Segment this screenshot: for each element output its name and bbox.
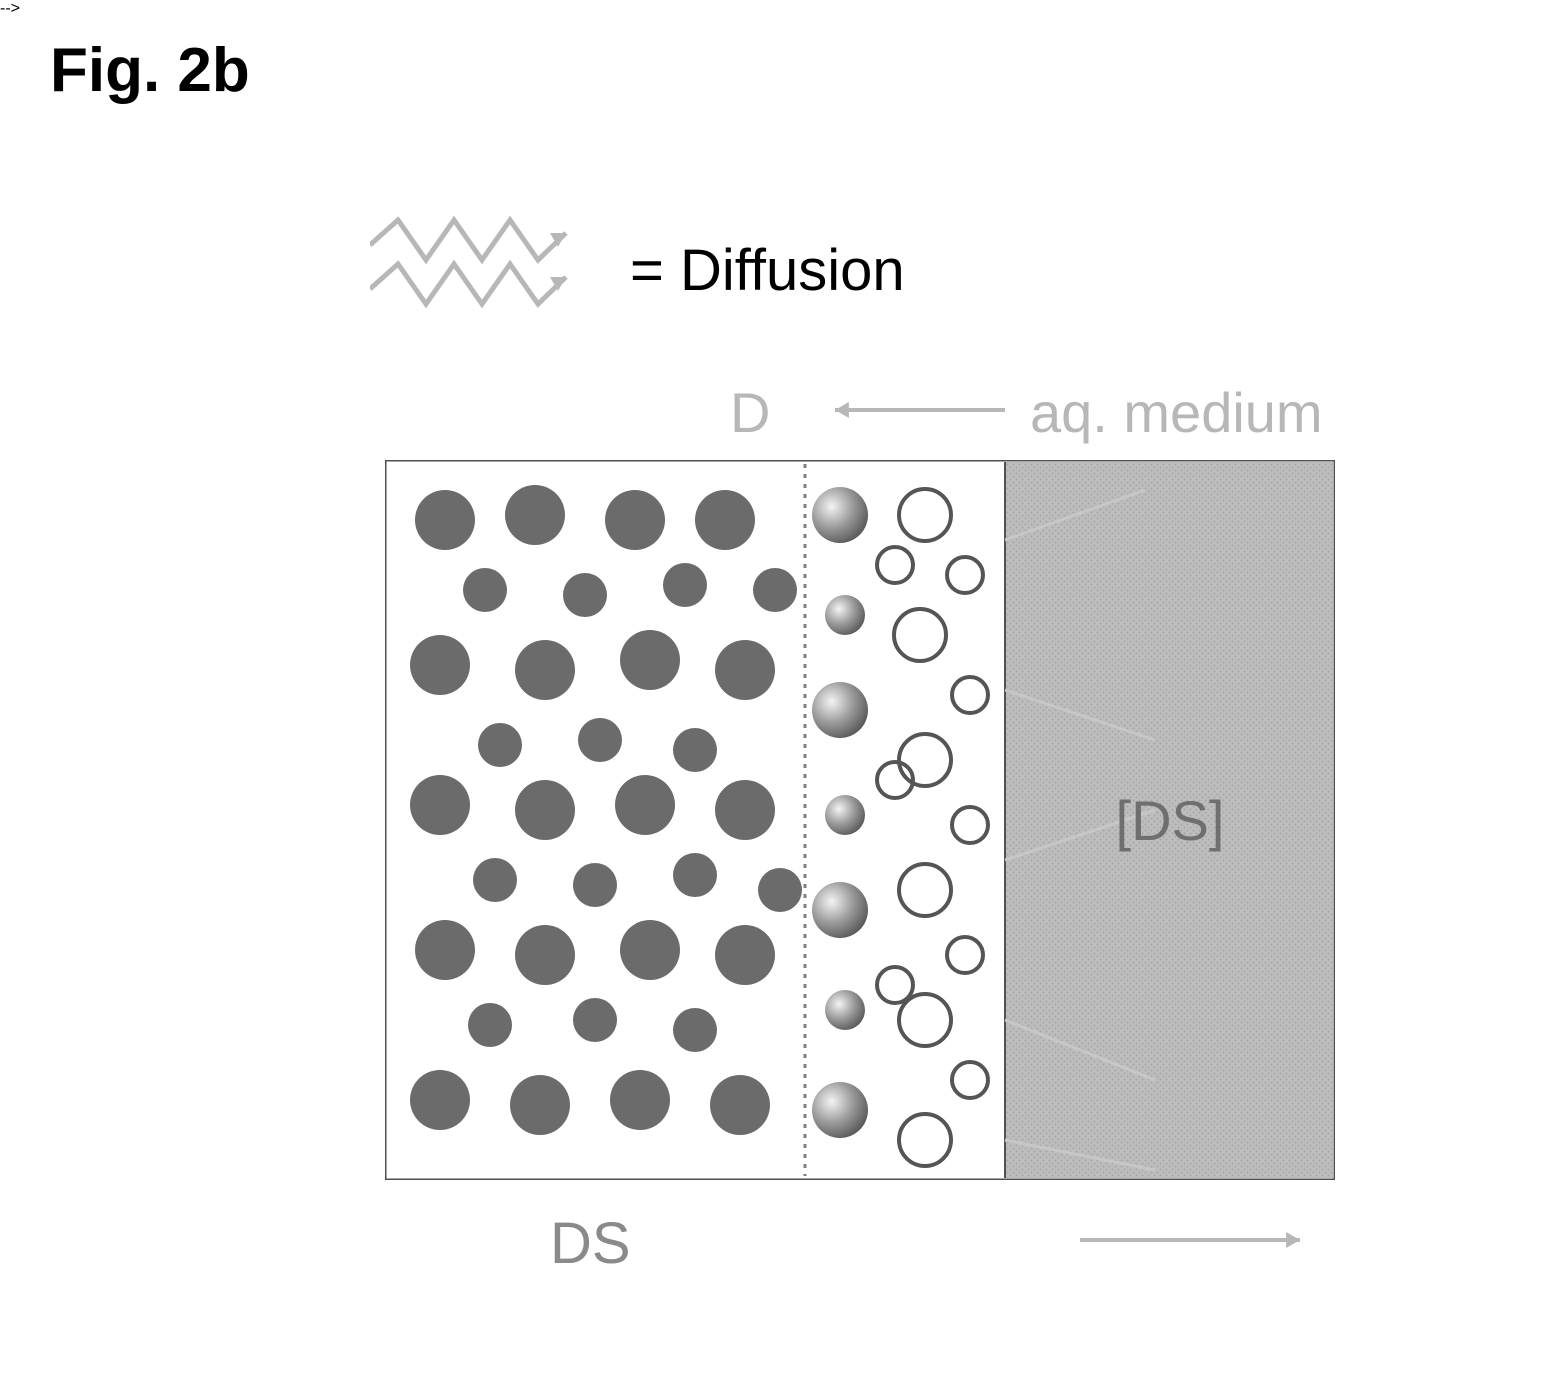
arrow-left-icon [815,390,1015,430]
page: Fig. 2b = Diffusion D aq. medium [DS] --… [0,0,1562,1389]
ds-label: DS [550,1210,631,1277]
legend-text: = Diffusion [630,237,905,304]
diagram-svg: [DS] [385,460,1335,1180]
aq-medium-label: aq. medium [1030,380,1323,445]
arrow-right-icon [1070,1220,1330,1260]
figure-title: Fig. 2b [50,35,250,106]
bottom-annotation-row: DS [550,1205,1350,1275]
top-annotation-row: D aq. medium [730,380,1430,450]
diffusion-diagram: [DS] [385,460,1335,1180]
legend: = Diffusion [370,215,1070,355]
d-label: D [730,380,770,445]
diffusion-zigzag-icon [370,215,620,320]
svg-text:[DS]: [DS] [1116,789,1225,852]
